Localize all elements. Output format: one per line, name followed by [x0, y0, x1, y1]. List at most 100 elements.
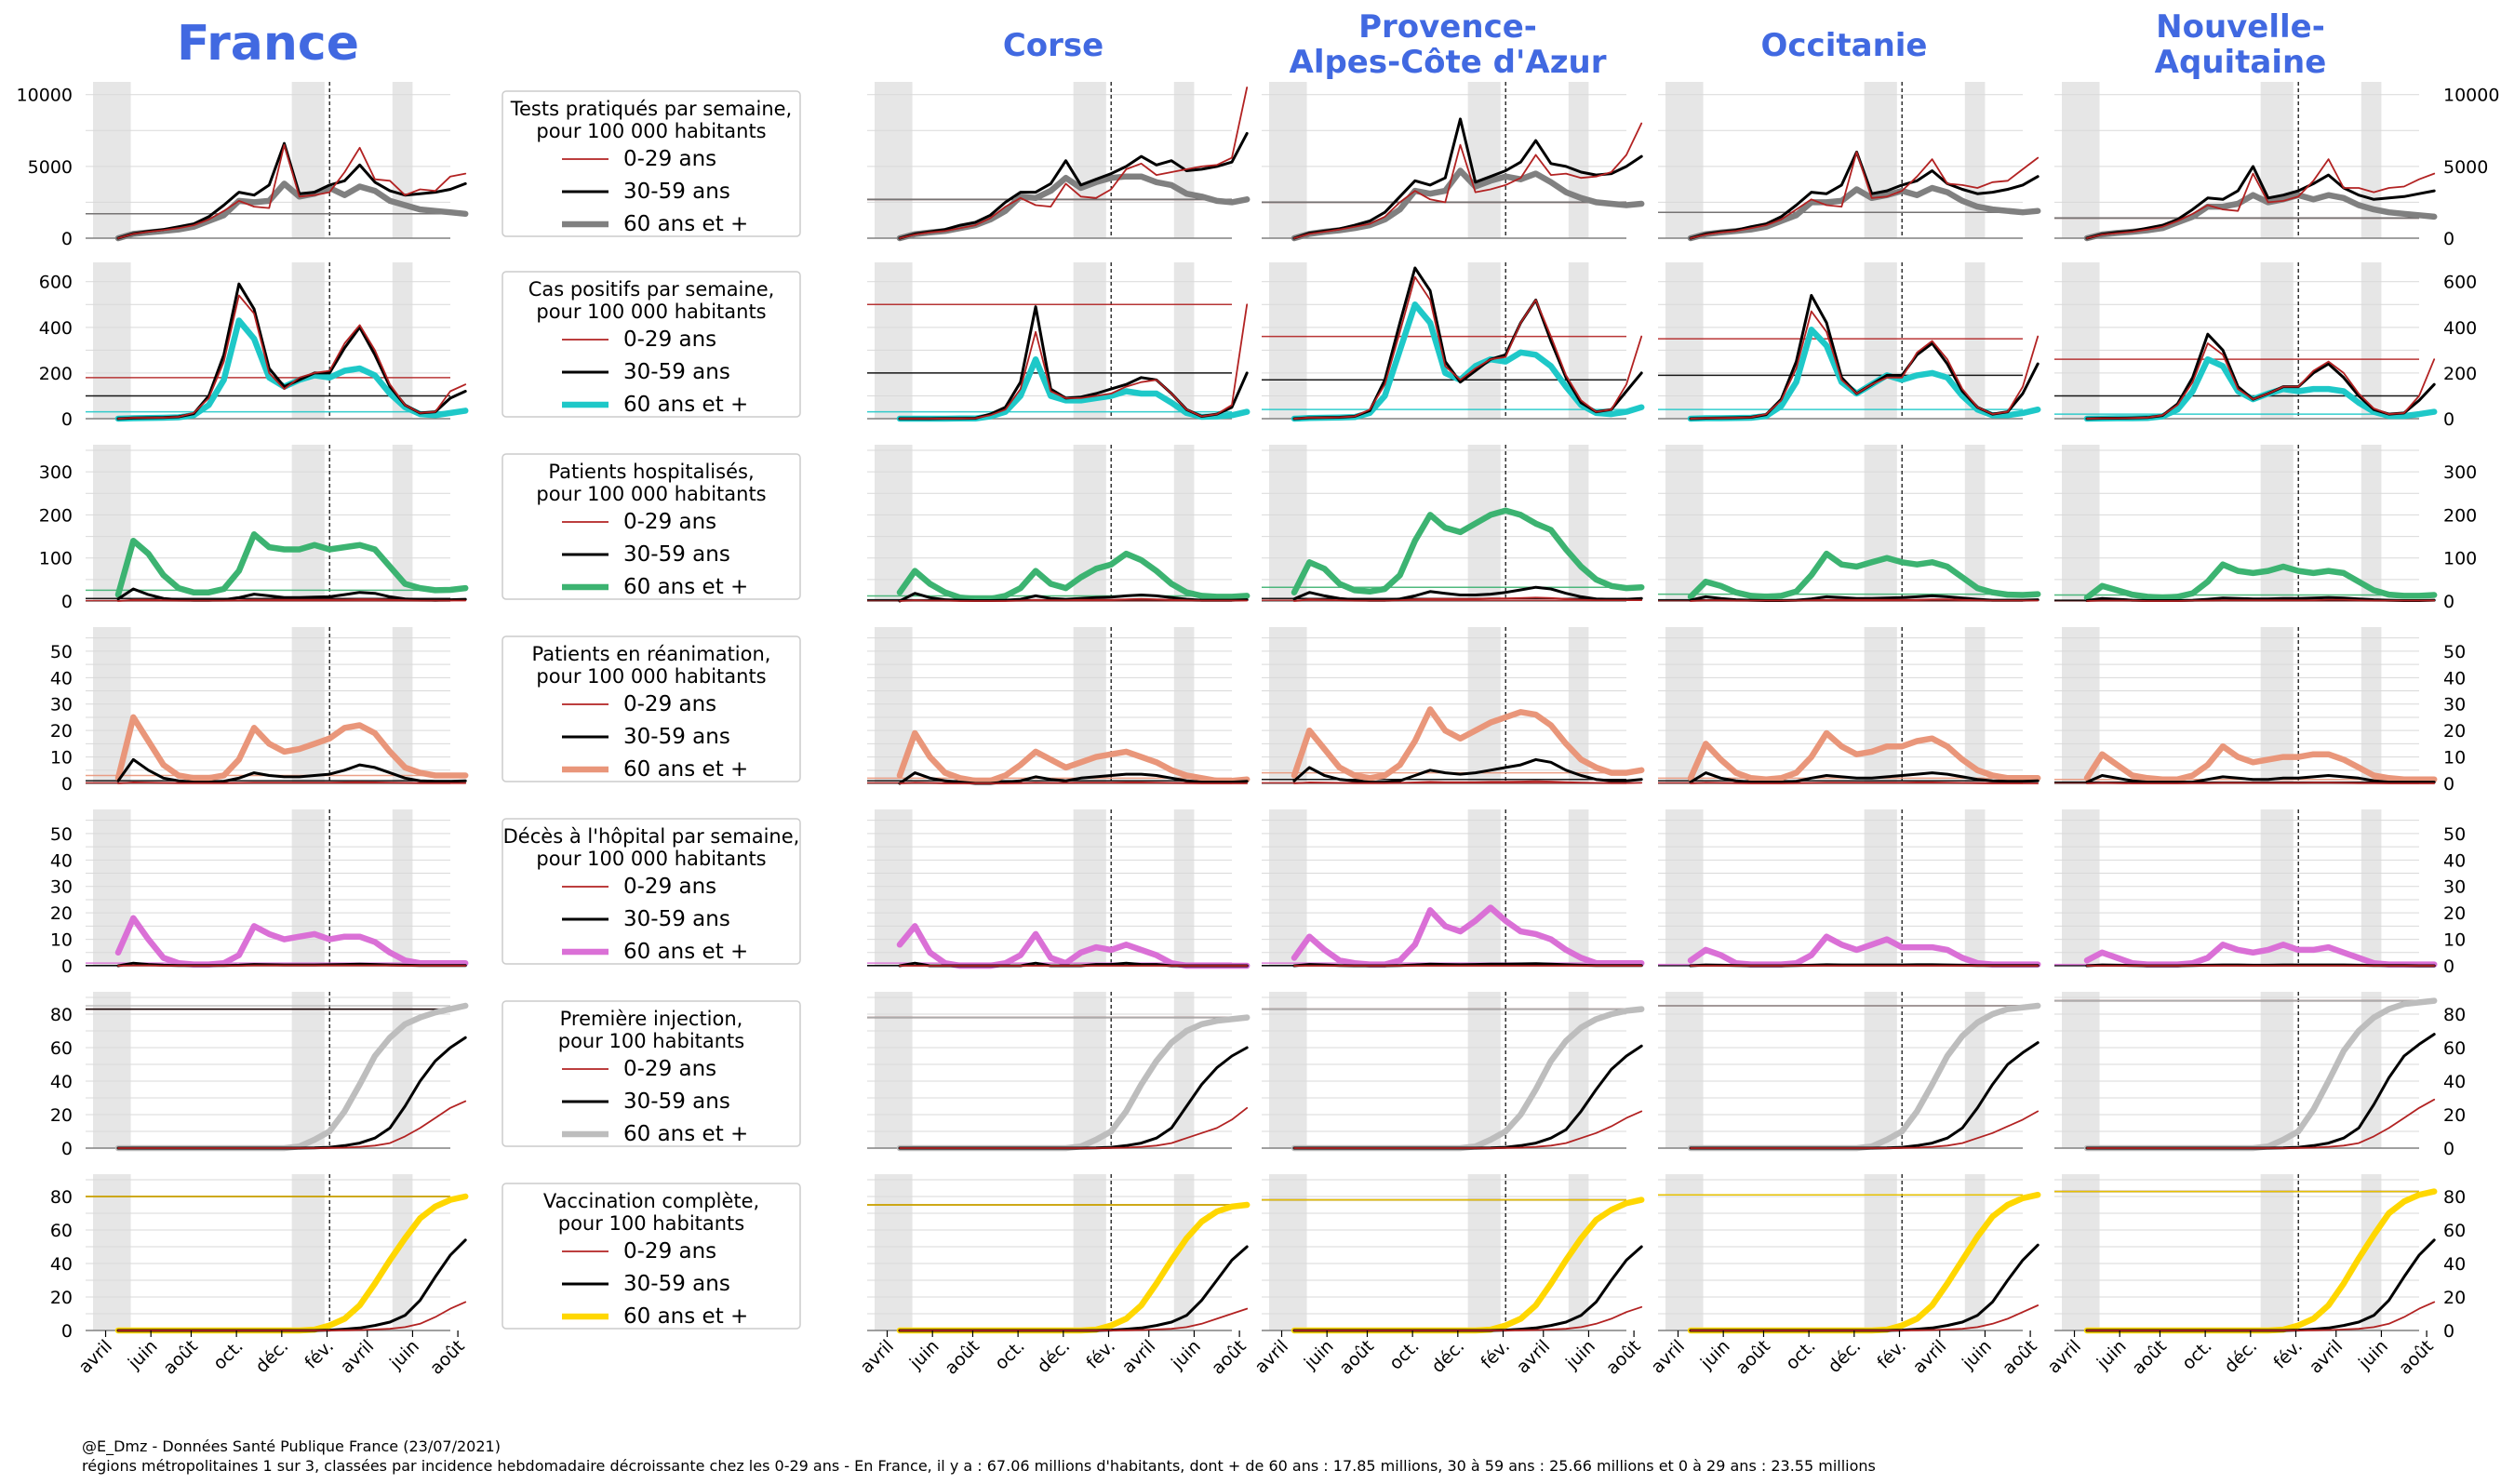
- shaded-period: [1568, 445, 1589, 601]
- y-tick-label: 80: [50, 1005, 73, 1025]
- y-tick-label: 20: [50, 903, 73, 924]
- y-tick-label: 0: [2443, 774, 2454, 795]
- panel-provence-alpes-cote-d-azur-icu: [1262, 627, 1645, 784]
- legend-box: [502, 90, 801, 237]
- shaded-period: [1665, 1174, 1704, 1330]
- shaded-period: [1173, 445, 1195, 601]
- x-tick-label: août: [2395, 1336, 2438, 1379]
- legend-title-line: Vaccination complète,: [543, 1190, 759, 1212]
- shaded-period: [392, 82, 413, 238]
- panel-provence-alpes-cote-d-azur-hosp: [1262, 445, 1645, 602]
- series-0-29-ans: [2086, 1098, 2436, 1149]
- legend-title-line: pour 100 000 habitants: [536, 120, 766, 142]
- y-tick-label: 0: [61, 774, 73, 795]
- series-60-ans-et: [1291, 167, 1645, 242]
- y-tick-label: 5000: [28, 157, 73, 178]
- legend-title-line: Première injection,: [560, 1008, 743, 1030]
- series-0-29-ans: [2086, 598, 2436, 602]
- series-0-29-ans: [1293, 275, 1643, 420]
- y-tick-label: 200: [2443, 364, 2477, 384]
- shaded-period: [1568, 627, 1589, 783]
- panel-corse-cases: [867, 262, 1250, 422]
- y-tick-label: 80: [50, 1187, 73, 1208]
- shaded-period: [1665, 992, 1704, 1148]
- x-tick-label: fév.: [1477, 1336, 1514, 1373]
- shaded-period: [1467, 809, 1501, 966]
- x-tick-label: août: [159, 1336, 202, 1379]
- y-tick-label: 0: [2443, 1139, 2454, 1159]
- legend-label-30-59-ans: 30-59 ans: [623, 1090, 730, 1114]
- y-tick-label: 80: [2443, 1005, 2466, 1025]
- shaded-period: [93, 82, 131, 238]
- series-0-29-ans: [2086, 342, 2436, 420]
- y-tick-label: 30: [50, 877, 73, 898]
- shaded-period: [93, 992, 131, 1148]
- shaded-period: [291, 809, 325, 966]
- shaded-period: [1073, 809, 1106, 966]
- y-tick-label: 20: [50, 1105, 73, 1126]
- x-tick-label: déc.: [1427, 1336, 1468, 1377]
- series-0-29-ans: [117, 294, 467, 420]
- legend-label-0-29-ans: 0-29 ans: [623, 1057, 716, 1081]
- y-tick-label: 0: [61, 1139, 73, 1159]
- shaded-period: [875, 809, 913, 966]
- legend-label-60-ans-et: 60 ans et +: [623, 212, 748, 236]
- x-tick-label: juin: [385, 1336, 423, 1374]
- legend-label-0-29-ans: 0-29 ans: [623, 1239, 716, 1263]
- legend-dose1: Première injection,pour 100 habitants 0-2…: [502, 1000, 801, 1147]
- series-60-ans-et: [1291, 507, 1645, 595]
- panel-nouvelle-aquitaine-hosp: [2054, 445, 2438, 602]
- y-tick-label: 20: [2443, 903, 2466, 924]
- y-tick-label: 30: [50, 695, 73, 715]
- series-60-ans-et: [896, 550, 1250, 602]
- series-30-59-ans: [1292, 1044, 1643, 1150]
- legend-title-line: Décès à l'hôpital par semaine,: [503, 825, 800, 848]
- legend-label-60-ans-et: 60 ans et +: [623, 575, 748, 599]
- legend-label-0-29-ans: 0-29 ans: [623, 147, 716, 171]
- shaded-period: [2062, 627, 2100, 783]
- y-tick-label: 10: [2443, 930, 2466, 951]
- legend-label-30-59-ans: 30-59 ans: [623, 725, 730, 749]
- y-tick-label: 20: [50, 721, 73, 742]
- y-tick-label: 300: [39, 462, 73, 483]
- y-tick-label: 50: [50, 642, 73, 662]
- series-0-29-ans: [899, 1106, 1249, 1149]
- series-60-ans-et: [1687, 933, 2041, 968]
- y-tick-label: 50: [2443, 824, 2466, 845]
- shaded-period: [392, 445, 413, 601]
- legend-box: [502, 453, 801, 600]
- legend-title-line: pour 100 habitants: [558, 1030, 744, 1052]
- series-30-59-ans: [898, 771, 1249, 785]
- y-tick-label: 0: [2443, 592, 2454, 612]
- shaded-period: [1665, 82, 1704, 238]
- footer-source: @E_Dmz - Données Santé Publique France (…: [82, 1437, 501, 1456]
- series-30-59-ans: [2085, 774, 2436, 784]
- shaded-period: [2062, 809, 2100, 966]
- panel-france-full: [86, 1174, 469, 1334]
- shaded-period: [392, 627, 413, 783]
- panel-france-hosp: [86, 445, 469, 602]
- y-tick-label: 80: [2443, 1187, 2466, 1208]
- shaded-period: [1467, 82, 1501, 238]
- shaded-period: [1467, 262, 1501, 419]
- x-tick-label: août: [1208, 1336, 1250, 1379]
- shaded-period: [1864, 627, 1897, 783]
- shaded-period: [2361, 809, 2382, 966]
- x-tick-label: août: [2128, 1336, 2171, 1379]
- y-tick-label: 200: [39, 505, 73, 526]
- legend-label-0-29-ans: 0-29 ans: [623, 328, 716, 352]
- panel-corse-dose1: [867, 992, 1250, 1152]
- shaded-period: [2062, 992, 2100, 1148]
- x-tick-label: déc.: [1824, 1336, 1865, 1377]
- series-60-ans-et: [2083, 997, 2438, 1152]
- shaded-period: [1173, 262, 1195, 419]
- panel-nouvelle-aquitaine-tests: [2054, 82, 2438, 242]
- x-tick-label: juin: [1958, 1336, 1996, 1374]
- y-tick-label: 0: [61, 592, 73, 612]
- shaded-period: [1173, 627, 1195, 783]
- x-tick-label: fév.: [2269, 1336, 2307, 1373]
- shaded-period: [1073, 992, 1106, 1148]
- y-tick-label: 10: [50, 748, 73, 769]
- series-60-ans-et: [896, 1201, 1250, 1334]
